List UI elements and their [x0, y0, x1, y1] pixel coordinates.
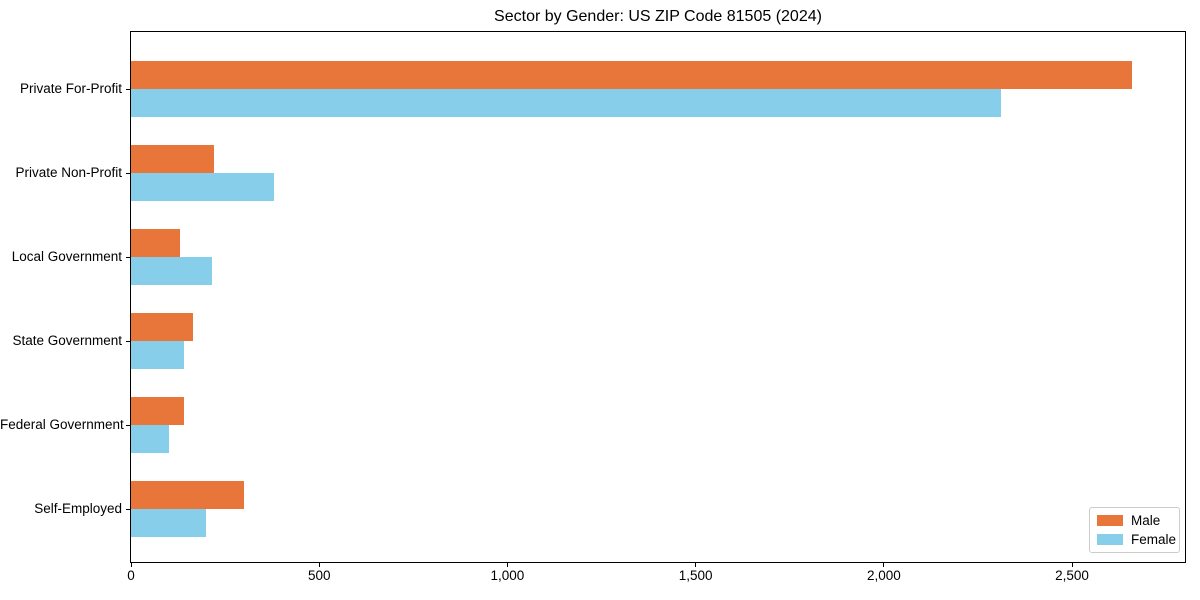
bar-male-5 — [131, 481, 244, 510]
ytick-label-2: Local Government — [11, 248, 122, 264]
bar-female-2 — [131, 256, 212, 285]
xtick-mark-3 — [695, 563, 697, 567]
bar-male-0 — [131, 60, 1133, 89]
ytick-mark-5 — [126, 509, 130, 511]
xtick-label-2: 1,000 — [490, 568, 525, 583]
bar-female-4 — [131, 425, 169, 454]
ytick-label-1: Private Non-Profit — [15, 164, 122, 180]
xtick-label-0: 0 — [127, 568, 135, 583]
xtick-label-4: 2,000 — [866, 568, 901, 583]
ytick-label-5: Self-Employed — [34, 501, 122, 517]
bar-male-3 — [131, 312, 194, 341]
xtick-mark-0 — [130, 563, 132, 567]
legend: Male Female — [1089, 507, 1180, 553]
bar-male-1 — [131, 144, 214, 173]
ytick-label-4: Federal Government — [0, 417, 124, 433]
bar-male-2 — [131, 228, 180, 257]
ytick-label-3: State Government — [12, 332, 122, 348]
bar-female-0 — [131, 88, 1001, 117]
ytick-mark-3 — [126, 340, 130, 342]
chart-title: Sector by Gender: US ZIP Code 81505 (202… — [494, 8, 822, 25]
ytick-mark-2 — [126, 256, 130, 258]
bar-female-5 — [131, 509, 207, 538]
ytick-mark-4 — [126, 425, 130, 427]
bar-male-4 — [131, 397, 184, 426]
xtick-mark-2 — [506, 563, 508, 567]
bar-female-3 — [131, 340, 184, 369]
xtick-label-1: 500 — [307, 568, 331, 583]
xtick-label-5: 2,500 — [1055, 568, 1089, 583]
legend-female-label: Female — [1131, 531, 1177, 547]
legend-male-swatch-icon — [1097, 515, 1123, 527]
xtick-mark-4 — [883, 563, 885, 567]
legend-male-label: Male — [1131, 513, 1161, 529]
ytick-label-0: Private For-Profit — [19, 80, 122, 96]
legend-female-swatch-icon — [1097, 533, 1123, 545]
xtick-mark-1 — [318, 563, 320, 567]
plot-area — [130, 31, 1186, 563]
bar-female-1 — [131, 172, 275, 201]
xtick-mark-5 — [1071, 563, 1073, 567]
legend-item-female: Female — [1097, 532, 1176, 547]
legend-item-male: Male — [1097, 513, 1172, 528]
ytick-mark-1 — [126, 172, 130, 174]
xtick-label-3: 1,500 — [678, 568, 713, 583]
ytick-mark-0 — [126, 88, 130, 90]
